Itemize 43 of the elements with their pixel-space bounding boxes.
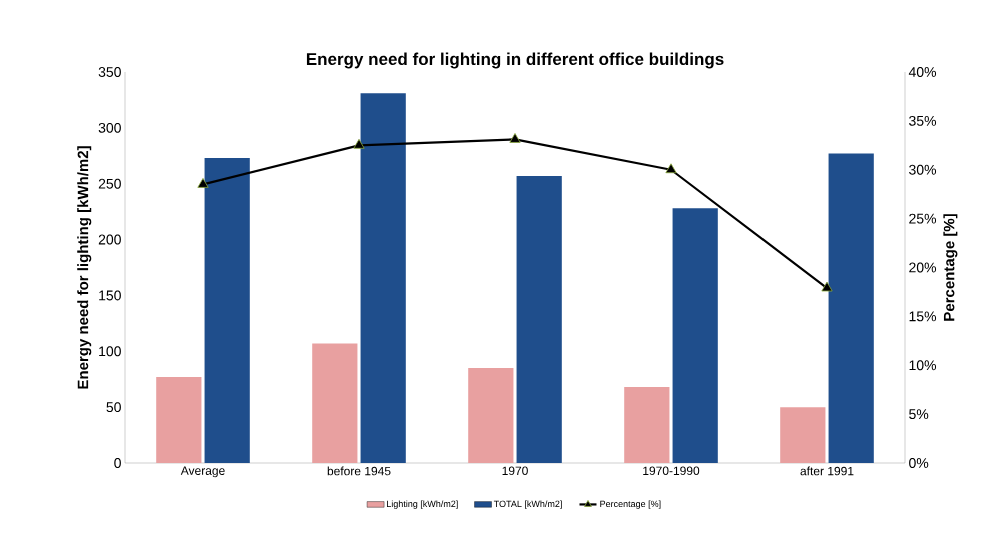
bar [312,343,358,463]
x-tick-label: 1970 [502,466,528,476]
y2-tick-label: 30% [909,164,937,175]
point [353,138,365,149]
chart-title: Energy need for lighting in different office buildings [306,52,724,69]
bar [672,208,718,463]
y-axis-title: Energy need for lighting [kWh/m2] [77,146,92,389]
point [821,281,833,292]
y2-tick-label: 20% [909,262,937,273]
y-tick-label: 0 [114,458,121,468]
x-tick-label: before 1945 [327,466,391,476]
bar [360,93,406,463]
x-tick-label: Average [180,466,225,478]
y-tick-label: 350 [98,67,121,77]
y2-tick-label: 5% [909,409,929,420]
bar [828,153,874,463]
y2-tick-label: 40% [908,67,937,77]
y-tick-label: 100 [99,346,121,357]
y2-tick-label: 35% [909,115,937,126]
y-tick-label: 250 [98,178,121,189]
y2-tick-label: 10% [909,360,937,371]
bar [204,158,250,463]
y2-tick-label: 15% [909,311,937,322]
bar [780,407,826,463]
y-tick-label: 150 [99,290,121,301]
y-tick-label: 50 [106,402,121,413]
y2-axis-title: Percentage [%] [943,214,958,321]
y2-tick-label: 0% [909,458,929,468]
point [665,163,677,174]
legend-label: Lighting [kWh/m2] [387,500,458,509]
y-tick-label: 200 [98,234,121,245]
point [197,178,209,188]
legend-label: Percentage [%] [600,500,661,509]
x-tick-label: 1970-1990 [643,466,700,476]
x-tick-label: after 1991 [800,466,854,476]
legend-label: TOTAL [kWh/m2] [493,500,562,509]
bar [468,368,514,463]
bar [156,376,202,463]
y-tick-label: 300 [98,122,121,133]
point [509,133,521,143]
bar [624,387,670,463]
y2-tick-label: 25% [909,213,937,224]
bar [516,175,562,463]
